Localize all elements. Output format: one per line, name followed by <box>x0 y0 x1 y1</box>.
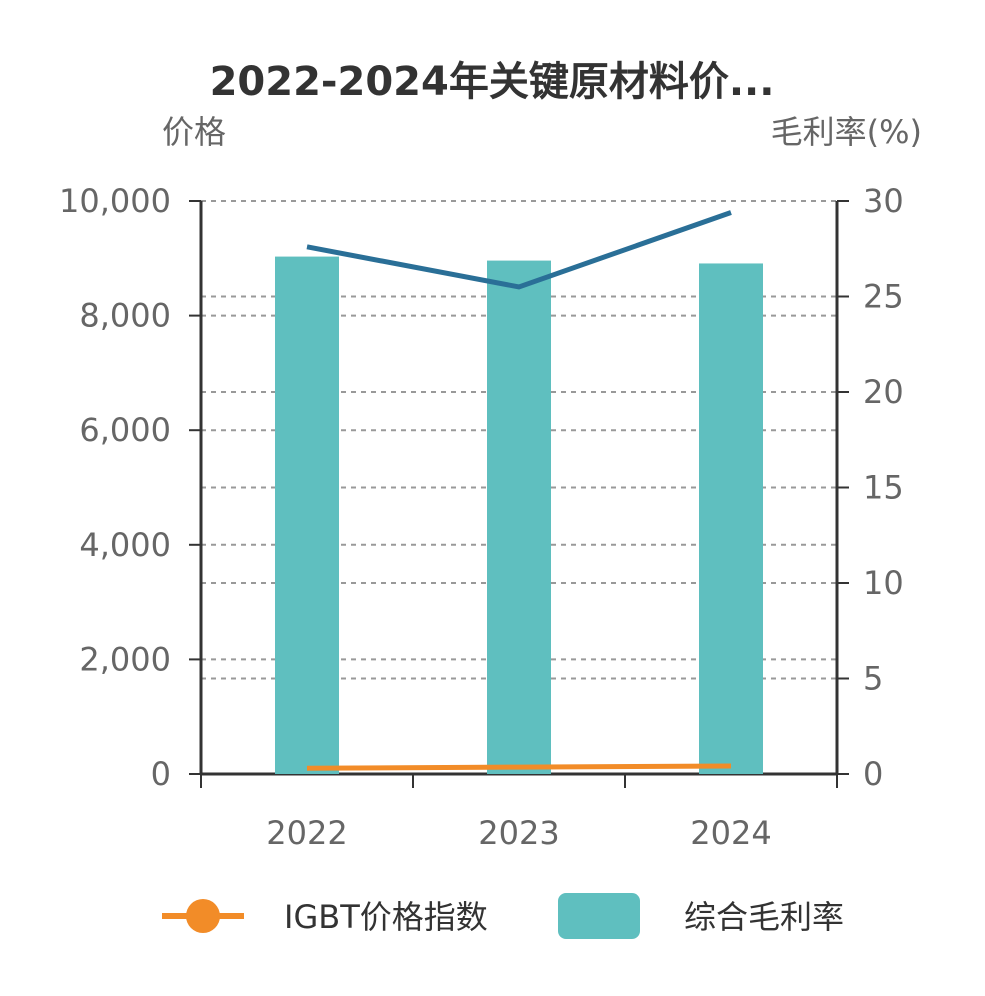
bar <box>487 260 551 774</box>
right-tick-label: 10 <box>863 564 904 602</box>
legend-line-marker <box>186 899 220 933</box>
bars <box>275 256 763 774</box>
x-tick-label: 2022 <box>266 814 347 852</box>
margin-line <box>306 210 732 290</box>
right-tick-label: 0 <box>863 755 883 793</box>
left-tick-label: 2,000 <box>79 640 171 678</box>
legend-bar-swatch <box>558 893 640 939</box>
right-tick-label: 5 <box>863 660 883 698</box>
right-tick-label: 25 <box>863 278 904 316</box>
chart-title: 2022-2024年关键原材料价... <box>210 59 775 105</box>
lines <box>306 210 732 771</box>
legend-label-margin: 综合毛利率 <box>684 898 844 936</box>
x-tick-label: 2024 <box>690 814 771 852</box>
legend-label-igbt: IGBT价格指数 <box>284 898 488 936</box>
left-tick-label: 0 <box>151 755 171 793</box>
right-axis-title: 毛利率(%) <box>771 113 922 151</box>
bar <box>699 263 763 774</box>
left-tick-label: 4,000 <box>79 526 171 564</box>
igbt-price-line <box>306 763 732 771</box>
left-axis-title: 价格 <box>162 113 226 151</box>
left-tick-label: 8,000 <box>79 297 171 335</box>
tick-labels: 0 2,000 4,000 6,000 8,000 10,000 0 5 10 15 20 25 30 2… <box>59 182 904 852</box>
bar <box>275 256 339 774</box>
right-tick-label: 15 <box>863 469 904 507</box>
legend: IGBT价格指数 综合毛利率 <box>162 893 844 939</box>
right-tick-label: 30 <box>863 182 904 220</box>
left-tick-label: 10,000 <box>59 182 171 220</box>
x-tick-label: 2023 <box>478 814 559 852</box>
right-tick-label: 20 <box>863 373 904 411</box>
left-tick-label: 6,000 <box>79 411 171 449</box>
